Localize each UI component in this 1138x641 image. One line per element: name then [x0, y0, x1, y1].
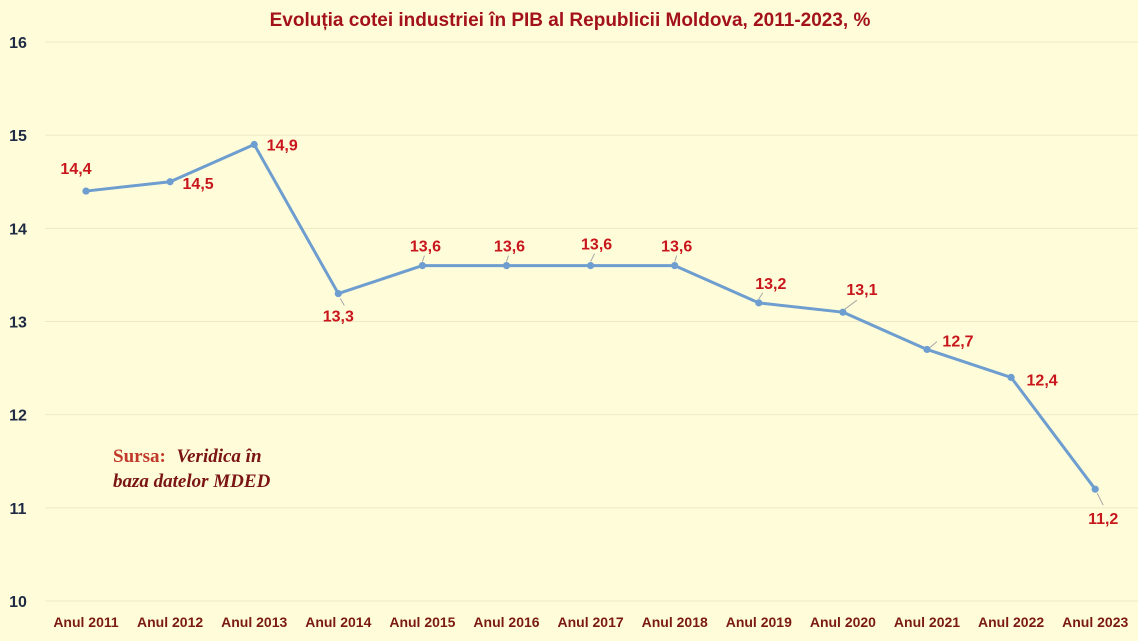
data-point [1007, 373, 1015, 381]
x-tick-label: Anul 2014 [305, 614, 371, 630]
label-leader [758, 292, 764, 300]
source-line-2: baza datelor MDED [113, 471, 271, 492]
label-leader [421, 255, 425, 262]
y-tick-label: 14 [9, 221, 27, 238]
data-labels: 14,4 14,5 14,9 13,3 13,6 13,6 13,6 13,6 13,2 13,1… [60, 137, 1118, 528]
y-tick-label: 13 [9, 315, 27, 332]
data-point [334, 289, 342, 298]
x-tick-label: Anul 2018 [642, 614, 708, 630]
data-label: 13,6 [410, 239, 441, 256]
x-axis: Anul 2011 Anul 2012 Anul 2013 Anul 2014 Anul… [53, 614, 1128, 630]
x-tick-label: Anul 2015 [389, 614, 455, 630]
data-label: 14,5 [183, 176, 214, 193]
x-tick-label: Anul 2012 [137, 614, 203, 630]
data-label: 13,6 [494, 239, 525, 256]
source-key: Sursa: [113, 446, 166, 467]
x-tick-label: Anul 2013 [221, 614, 287, 630]
data-point [166, 178, 174, 186]
x-tick-label: Anul 2023 [1062, 614, 1128, 630]
x-tick-label: Anul 2017 [558, 614, 624, 630]
label-leader [1096, 492, 1104, 506]
x-tick-label: Anul 2011 [53, 614, 119, 630]
y-tick-label: 15 [9, 128, 27, 145]
data-label: 13,3 [323, 309, 354, 326]
y-tick-label: 11 [10, 501, 27, 518]
data-label: 14,9 [267, 137, 298, 154]
label-leader [674, 255, 678, 262]
chart-title: Evoluția cotei industriei în PIB al Repu… [270, 10, 871, 31]
data-label: 14,4 [60, 161, 91, 178]
x-tick-label: Anul 2019 [726, 614, 792, 630]
label-leader [844, 299, 858, 310]
x-tick-label: Anul 2020 [810, 614, 876, 630]
label-leader [506, 255, 509, 262]
data-point [250, 140, 258, 149]
y-axis: 10 11 12 13 14 15 16 [9, 35, 27, 611]
data-point [418, 262, 426, 270]
series-line [85, 142, 1097, 491]
data-point [671, 262, 679, 270]
data-label: 13,6 [581, 237, 612, 254]
label-leader [590, 253, 596, 262]
source-line-1: Veridica în [177, 446, 262, 467]
gridlines [45, 41, 1138, 602]
data-point [839, 308, 847, 316]
data-point [82, 187, 90, 195]
data-label: 12,4 [1027, 372, 1058, 389]
data-point [923, 345, 931, 354]
svg-text:Sursa: Veridica în: Sursa: Veridica în [113, 446, 262, 467]
source-note: Sursa: Veridica în baza datelor MDED [113, 446, 271, 492]
x-tick-label: Anul 2021 [894, 614, 960, 630]
data-label: 11,2 [1088, 511, 1118, 528]
data-point [502, 262, 511, 270]
y-tick-label: 16 [9, 35, 27, 52]
data-label: 13,6 [661, 239, 692, 256]
x-tick-label: Anul 2022 [978, 614, 1044, 630]
data-point [755, 299, 763, 307]
y-tick-label: 12 [9, 408, 27, 425]
label-leader [339, 298, 345, 306]
data-label: 12,7 [942, 333, 973, 350]
x-tick-label: Anul 2016 [473, 614, 539, 630]
y-tick-label: 10 [9, 594, 27, 611]
data-point [587, 262, 595, 270]
label-leader [929, 341, 938, 348]
data-label: 13,1 [846, 282, 877, 299]
plot-area [82, 140, 1099, 493]
data-point [1091, 485, 1099, 493]
data-label: 13,2 [755, 276, 786, 293]
